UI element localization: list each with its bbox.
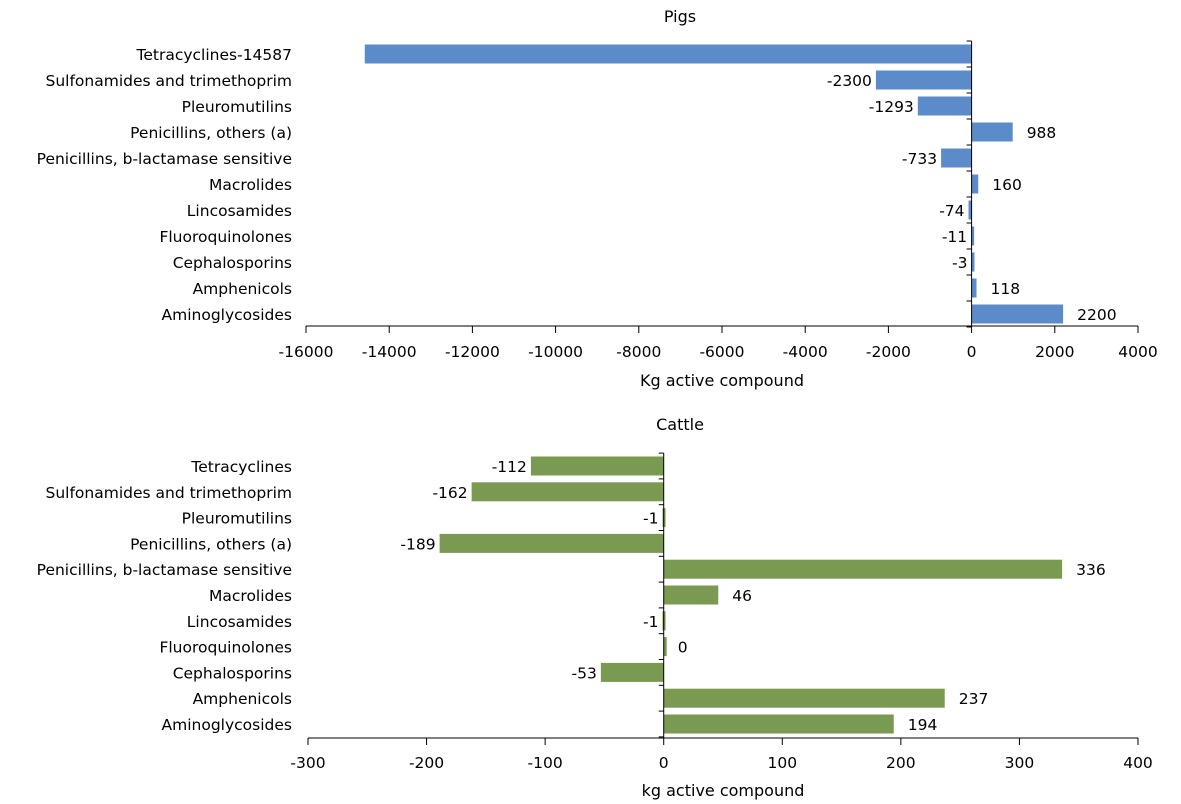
category-label: Aminoglycosides xyxy=(162,306,292,324)
data-label: 237 xyxy=(959,690,989,708)
x-tick-label: 400 xyxy=(1123,754,1153,772)
data-label: 336 xyxy=(1076,561,1106,579)
data-label: -53 xyxy=(572,664,597,682)
data-label: -1 xyxy=(643,510,658,528)
x-axis-title: kg active compound xyxy=(642,781,805,800)
x-tick-label: 4000 xyxy=(1118,343,1157,361)
bar xyxy=(941,148,972,168)
data-label: 0 xyxy=(678,639,688,657)
bar xyxy=(471,482,664,502)
x-tick-label: -300 xyxy=(290,754,325,772)
category-label: Lincosamides xyxy=(187,613,292,631)
data-label: 118 xyxy=(991,280,1021,298)
bar xyxy=(663,559,1063,579)
chart-title: Cattle xyxy=(656,415,704,434)
data-label: 46 xyxy=(732,587,752,605)
category-label: Tetracyclines-14587 xyxy=(136,46,292,64)
x-tick-label: -6000 xyxy=(699,343,744,361)
data-label: 194 xyxy=(908,716,938,734)
category-label: Sulfonamides and trimethoprim xyxy=(46,484,293,502)
x-axis-title: Kg active compound xyxy=(640,371,804,390)
category-label: Pleuromutilins xyxy=(182,98,292,116)
bar xyxy=(663,637,667,657)
data-label: -162 xyxy=(432,484,467,502)
bar xyxy=(663,688,945,708)
category-label: Penicillins, b-lactamase sensitive xyxy=(37,150,292,168)
data-label: -112 xyxy=(492,458,527,476)
category-label: Pleuromutilins xyxy=(182,510,292,528)
category-label: Cephalosporins xyxy=(173,254,292,272)
x-tick-label: -4000 xyxy=(783,343,828,361)
bar xyxy=(968,200,972,220)
data-label: -11 xyxy=(942,228,967,246)
data-label: -1 xyxy=(643,613,658,631)
data-label: -74 xyxy=(939,202,964,220)
bar xyxy=(917,96,972,116)
data-label: -733 xyxy=(902,150,937,168)
category-label: Penicillins, others (a) xyxy=(130,124,292,142)
category-label: Penicillins, b-lactamase sensitive xyxy=(37,561,292,579)
x-tick-label: 300 xyxy=(1005,754,1035,772)
x-tick-label: -100 xyxy=(528,754,563,772)
bar xyxy=(364,44,972,64)
bar xyxy=(971,174,979,194)
category-label: Amphenicols xyxy=(193,690,292,708)
x-tick-label: 100 xyxy=(767,754,797,772)
category-label: Amphenicols xyxy=(193,280,292,298)
category-label: Cephalosporins xyxy=(173,664,292,682)
bar xyxy=(971,304,1064,324)
x-tick-label: -2000 xyxy=(866,343,911,361)
data-label: -2300 xyxy=(827,72,872,90)
bar xyxy=(663,714,894,734)
category-label: Tetracyclines xyxy=(190,458,292,476)
category-label: Penicillins, others (a) xyxy=(130,535,292,553)
x-tick-label: -16000 xyxy=(279,343,334,361)
data-label: 2200 xyxy=(1077,306,1116,324)
bar xyxy=(971,122,1013,142)
category-label: Fluoroquinolones xyxy=(159,228,292,246)
x-tick-label: 200 xyxy=(886,754,916,772)
category-label: Macrolides xyxy=(209,176,292,194)
x-tick-label: -14000 xyxy=(362,343,417,361)
data-label: -189 xyxy=(400,535,435,553)
x-tick-label: 0 xyxy=(967,343,977,361)
bar xyxy=(600,662,664,682)
x-tick-label: -200 xyxy=(409,754,444,772)
x-tick-label: -8000 xyxy=(616,343,661,361)
bar xyxy=(875,70,972,90)
category-label: Sulfonamides and trimethoprim xyxy=(46,72,293,90)
chart-title: Pigs xyxy=(664,7,696,26)
data-label: -1293 xyxy=(869,98,914,116)
x-tick-label: -10000 xyxy=(528,343,583,361)
category-label: Aminoglycosides xyxy=(162,716,292,734)
x-tick-label: 0 xyxy=(659,754,669,772)
category-label: Fluoroquinolones xyxy=(159,639,292,657)
x-tick-label: -12000 xyxy=(445,343,500,361)
bar xyxy=(439,533,664,553)
category-label: Macrolides xyxy=(209,587,292,605)
x-tick-label: 2000 xyxy=(1035,343,1074,361)
bar xyxy=(530,456,664,476)
bar xyxy=(663,585,719,605)
category-label: Lincosamides xyxy=(187,202,292,220)
bar xyxy=(971,226,975,246)
data-label: -3 xyxy=(952,254,967,272)
bar xyxy=(971,278,977,298)
data-label: 988 xyxy=(1027,124,1057,142)
bar xyxy=(971,252,975,272)
data-label: 160 xyxy=(992,176,1022,194)
